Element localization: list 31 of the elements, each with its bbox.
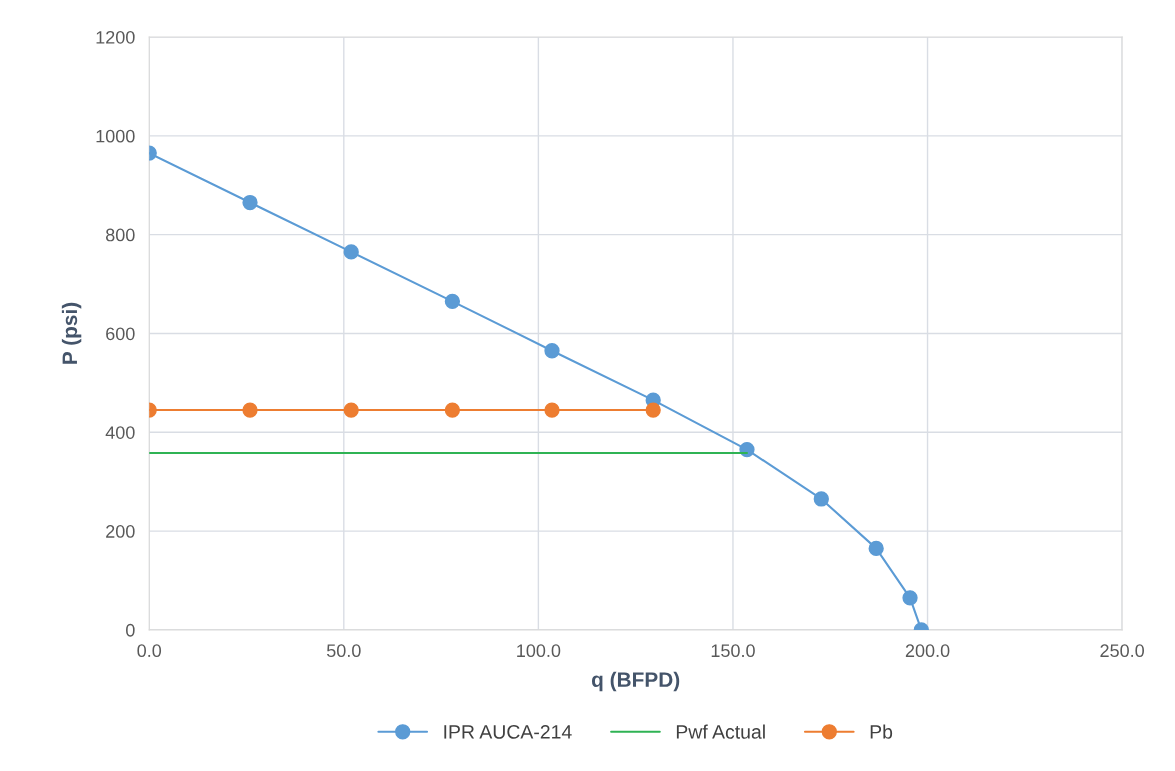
y-tick-label: 1200 (96, 30, 135, 44)
point (868, 540, 884, 557)
y-axis-title: P (psi) (61, 302, 82, 364)
point (343, 402, 359, 418)
point (544, 343, 560, 359)
x-axis-title: q (BFPD) (591, 671, 680, 692)
y-tick-label: 200 (106, 525, 135, 538)
y-tick-label: 0 (126, 623, 135, 637)
x-tick-label: 100.0 (517, 644, 561, 658)
point (343, 244, 359, 260)
point (444, 293, 461, 309)
legend-label: Pb (870, 724, 893, 739)
point (242, 402, 258, 418)
x-tick-label: 250.0 (1100, 644, 1145, 658)
point (544, 402, 560, 418)
point (902, 590, 918, 606)
point (444, 402, 461, 418)
y-tick-label: 800 (106, 228, 135, 242)
y-tick-label: 1000 (96, 129, 135, 143)
legend-label: IPR AUCA-214 (444, 725, 572, 739)
legend-label: Pwf Actual (676, 724, 765, 739)
x-tick-label: 200.0 (905, 644, 950, 658)
y-tick-label: 400 (105, 426, 135, 439)
point (645, 402, 661, 418)
point (242, 194, 258, 211)
x-tick-label: 0.0 (137, 644, 162, 658)
point (813, 491, 829, 507)
x-tick-label: 50.0 (326, 644, 361, 658)
y-tick-label: 600 (106, 327, 135, 341)
x-tick-label: 150.0 (711, 644, 755, 658)
point (739, 441, 755, 458)
